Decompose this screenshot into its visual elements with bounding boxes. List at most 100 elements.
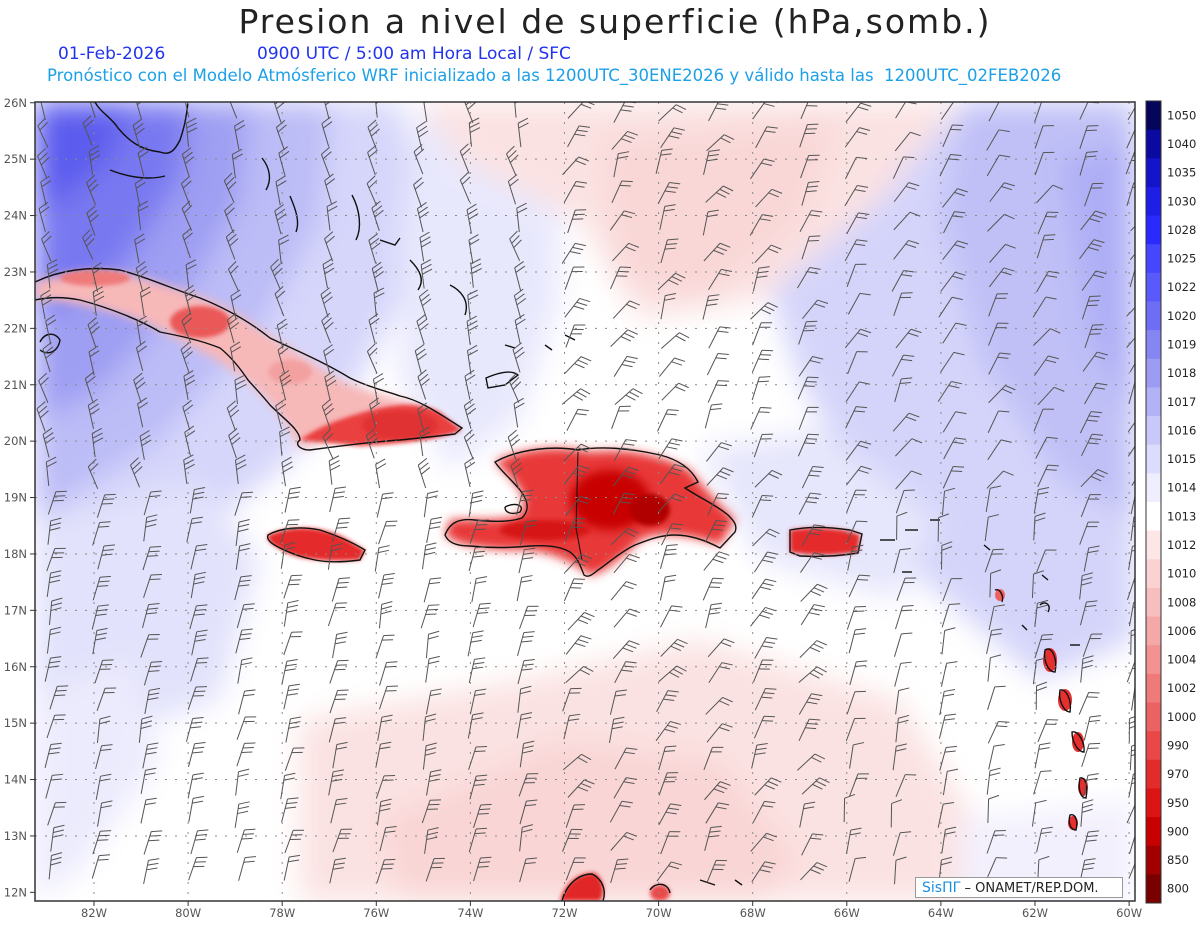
- wind-barb: [50, 824, 65, 852]
- wind-barb: [988, 744, 1005, 770]
- wind-barb: [705, 520, 728, 543]
- wind-barb: [614, 747, 638, 770]
- wind-barb: [419, 231, 432, 262]
- wind-barb: [942, 768, 959, 796]
- wind-barb: [566, 408, 589, 431]
- wind-barb: [1081, 830, 1100, 856]
- wind-barb: [1079, 150, 1098, 176]
- wind-barb: [894, 856, 907, 885]
- wind-barb: [45, 314, 57, 345]
- wind-barb: [321, 116, 333, 147]
- wind-barb: [468, 827, 488, 853]
- wind-barb: [229, 341, 242, 372]
- wind-barb: [801, 524, 825, 547]
- wind-barb: [512, 342, 525, 373]
- wind-barb: [426, 516, 443, 543]
- wind-barb: [706, 352, 729, 376]
- wind-barb: [379, 825, 397, 852]
- wind-barb: [849, 773, 869, 797]
- wind-barb: [82, 229, 95, 260]
- wind-barb: [96, 687, 117, 711]
- wind-barb: [987, 439, 1012, 461]
- wind-barb: [413, 144, 425, 175]
- wind-barb: [517, 659, 535, 685]
- wind-barb: [986, 154, 1011, 177]
- colorbar-swatch: [1146, 387, 1161, 417]
- wind-barb: [468, 546, 487, 572]
- wind-barb: [473, 856, 492, 882]
- wind-barb: [87, 458, 99, 490]
- wind-barb: [986, 767, 1001, 795]
- wind-barb: [92, 627, 108, 655]
- wind-barb: [139, 430, 152, 460]
- wind-barb: [97, 800, 113, 827]
- wind-barb: [236, 742, 256, 767]
- wind-barb: [275, 399, 287, 430]
- wind-barb: [137, 397, 149, 428]
- wind-barb: [224, 202, 235, 234]
- wind-barb: [235, 768, 250, 796]
- wind-barb: [1080, 655, 1094, 683]
- wind-barbs: [36, 102, 1135, 885]
- wind-barb: [463, 429, 475, 460]
- wind-barb: [799, 210, 823, 232]
- wind-barb: [937, 801, 955, 828]
- colorbar-swatch: [1146, 272, 1161, 302]
- wind-barb: [274, 204, 287, 235]
- wind-barb: [562, 753, 592, 771]
- wind-barb: [708, 326, 731, 349]
- wind-barb: [800, 862, 828, 881]
- colorbar-swatch: [1146, 502, 1161, 532]
- wind-barb: [892, 412, 920, 432]
- wind-barb: [190, 657, 209, 682]
- wind-barb: [417, 369, 430, 400]
- wind-barb: [471, 576, 488, 603]
- wind-barb: [655, 148, 673, 174]
- wind-barb: [371, 200, 384, 231]
- wind-barb: [376, 798, 392, 826]
- credit-org: – ONAMET/REP.DOM.: [960, 881, 1099, 896]
- wind-barb: [798, 693, 823, 715]
- wind-barb: [235, 543, 251, 570]
- wind-barb: [326, 201, 338, 231]
- wind-barb: [188, 795, 204, 823]
- wind-barb: [937, 380, 963, 402]
- wind-barb: [1082, 351, 1108, 372]
- wind-barb: [234, 374, 246, 405]
- wind-barb: [378, 520, 398, 545]
- wind-barb: [95, 744, 113, 770]
- wind-barb: [1033, 328, 1061, 347]
- wind-barb: [369, 397, 381, 428]
- wind-barb: [703, 242, 731, 262]
- wind-barb: [848, 628, 867, 654]
- wind-barb: [142, 546, 162, 571]
- wind-barb: [1081, 295, 1101, 320]
- colorbar-label: 1022: [1167, 280, 1196, 294]
- longitude-axis-labels: 82W 80W 78W 76W 74W 72W 70W 68W 66W 64W 62W 60W: [81, 901, 1142, 920]
- wind-barb: [517, 631, 535, 656]
- wind-barb: [705, 802, 730, 824]
- wind-barb: [516, 575, 533, 602]
- wind-barb: [47, 801, 67, 826]
- wind-barb: [270, 258, 283, 290]
- wind-barb: [1079, 572, 1093, 600]
- colorbar-swatch: [1146, 301, 1161, 331]
- wind-barb: [895, 489, 915, 514]
- wind-barb: [87, 317, 100, 348]
- wind-barb: [275, 175, 287, 206]
- wind-barb: [324, 173, 336, 204]
- wind-barb: [92, 521, 111, 546]
- colorbar-label: 1010: [1167, 567, 1196, 581]
- wind-barb: [332, 828, 353, 853]
- wind-barb: [938, 713, 957, 739]
- wind-barb: [1129, 744, 1135, 771]
- lat-label: 14N: [4, 773, 27, 787]
- wind-barb: [330, 798, 348, 824]
- wind-barb: [800, 552, 825, 573]
- wind-barb: [984, 514, 1000, 542]
- wind-barb: [421, 542, 437, 570]
- wind-barb: [323, 344, 335, 375]
- map-title: Presion a nivel de superficie (hPa,somb.…: [238, 2, 992, 41]
- wind-barb: [187, 772, 204, 799]
- colorbar-label: 800: [1167, 882, 1189, 896]
